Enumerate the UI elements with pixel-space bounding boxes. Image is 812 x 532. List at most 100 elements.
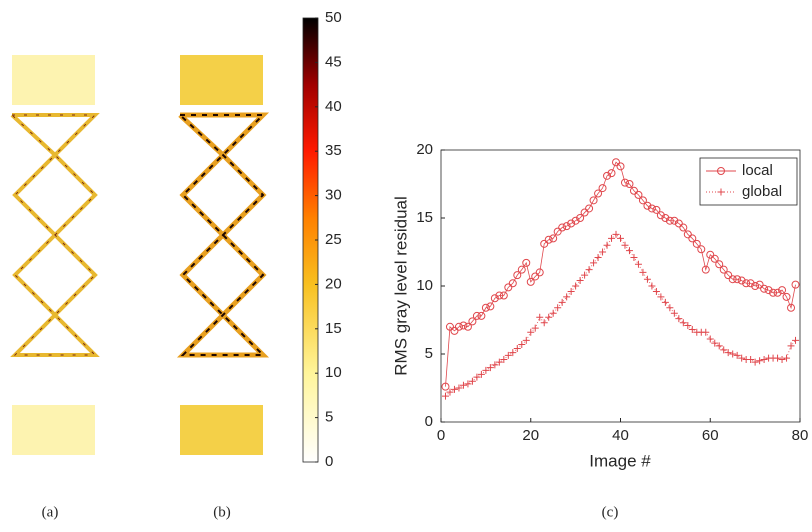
data-point bbox=[782, 292, 791, 301]
data-point bbox=[508, 279, 517, 288]
data-point bbox=[751, 358, 759, 366]
data-point bbox=[571, 216, 580, 225]
x-tick-label: 0 bbox=[437, 427, 445, 444]
data-point bbox=[482, 366, 490, 374]
data-point bbox=[563, 293, 571, 301]
legend-marker bbox=[717, 167, 725, 175]
data-point bbox=[778, 286, 787, 295]
data-point bbox=[500, 355, 508, 363]
data-point bbox=[616, 162, 625, 171]
data-point bbox=[594, 189, 603, 198]
y-tick-label: 0 bbox=[425, 413, 433, 430]
data-point bbox=[558, 298, 566, 306]
data-point bbox=[518, 340, 526, 348]
data-point bbox=[509, 349, 517, 357]
data-point bbox=[733, 351, 741, 359]
x-tick-label: 20 bbox=[522, 427, 539, 444]
data-point bbox=[598, 184, 607, 193]
data-point bbox=[674, 219, 683, 228]
data-point bbox=[675, 315, 683, 323]
data-point bbox=[625, 180, 634, 188]
data-point bbox=[778, 355, 786, 363]
data-point bbox=[454, 322, 463, 331]
data-point bbox=[562, 222, 571, 231]
data-point bbox=[738, 354, 746, 362]
data-point bbox=[504, 283, 513, 292]
data-point bbox=[477, 311, 486, 320]
data-point bbox=[450, 385, 458, 393]
data-point bbox=[468, 377, 476, 385]
legend-label: global bbox=[742, 183, 782, 200]
data-point bbox=[670, 309, 678, 317]
colorbar-tick-label: 50 bbox=[325, 9, 342, 26]
data-point bbox=[652, 287, 660, 295]
data-point bbox=[648, 282, 656, 290]
data-point bbox=[603, 241, 611, 249]
data-point bbox=[661, 214, 670, 222]
data-point bbox=[783, 354, 791, 362]
data-point bbox=[549, 234, 558, 243]
data-line bbox=[445, 233, 796, 397]
data-point bbox=[545, 313, 553, 321]
data-point bbox=[544, 235, 553, 244]
specimen-b bbox=[176, 55, 270, 455]
data-point bbox=[468, 317, 477, 326]
data-point bbox=[459, 321, 468, 330]
y-tick-label: 15 bbox=[416, 209, 433, 226]
colorbar-tick-label: 10 bbox=[325, 364, 342, 381]
data-point bbox=[450, 326, 459, 335]
data-point bbox=[491, 361, 499, 369]
data-point bbox=[527, 328, 535, 336]
legend bbox=[699, 157, 798, 206]
data-point bbox=[620, 178, 629, 187]
panel-label: (b) bbox=[213, 504, 231, 520]
data-point bbox=[576, 277, 584, 285]
data-point bbox=[715, 342, 723, 350]
data-line bbox=[445, 161, 796, 387]
data-point bbox=[760, 355, 768, 363]
data-point bbox=[531, 324, 539, 332]
data-point bbox=[459, 381, 467, 389]
data-point bbox=[581, 271, 589, 279]
legend-marker bbox=[717, 188, 725, 196]
data-point bbox=[580, 208, 589, 217]
data-point bbox=[477, 370, 485, 378]
y-tick-label: 5 bbox=[425, 345, 433, 362]
data-point bbox=[647, 204, 656, 213]
data-point bbox=[715, 260, 724, 269]
data-point bbox=[617, 234, 624, 242]
data-point bbox=[665, 216, 674, 225]
data-point bbox=[702, 328, 710, 336]
data-point bbox=[679, 319, 687, 327]
data-point bbox=[724, 349, 732, 357]
x-tick-label: 60 bbox=[702, 427, 719, 444]
colorbar-tick-label: 0 bbox=[325, 453, 333, 470]
x-tick-label: 80 bbox=[792, 427, 809, 444]
y-axis-label: RMS gray level residual bbox=[391, 196, 410, 376]
data-point bbox=[643, 275, 651, 283]
data-point bbox=[513, 345, 521, 353]
data-point bbox=[774, 354, 782, 362]
data-point bbox=[638, 196, 647, 205]
data-point bbox=[495, 358, 503, 366]
data-point bbox=[540, 239, 549, 248]
data-point bbox=[558, 223, 567, 232]
data-point bbox=[688, 326, 696, 334]
data-point bbox=[513, 271, 522, 280]
data-point bbox=[486, 364, 494, 372]
data-point bbox=[567, 219, 576, 228]
data-point bbox=[657, 293, 665, 301]
data-point bbox=[720, 346, 728, 354]
data-point bbox=[553, 227, 562, 236]
data-point bbox=[670, 216, 679, 225]
panel-label: (c) bbox=[602, 504, 619, 520]
data-point bbox=[486, 302, 495, 311]
data-point bbox=[585, 266, 593, 274]
data-point bbox=[441, 382, 450, 391]
colorbar-tick-label: 40 bbox=[325, 98, 342, 115]
data-point bbox=[522, 336, 530, 344]
data-point bbox=[634, 260, 642, 268]
data-point bbox=[517, 265, 526, 274]
data-point bbox=[522, 258, 531, 267]
